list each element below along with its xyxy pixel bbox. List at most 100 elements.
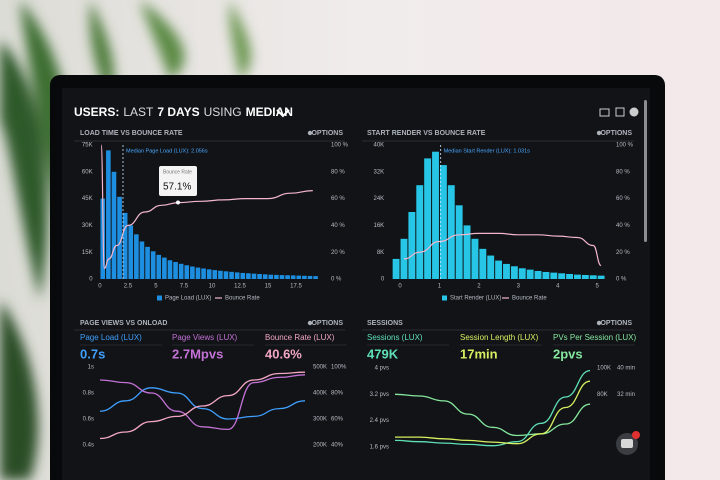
y-tick-label: 80%	[331, 391, 344, 397]
legend-label[interactable]: Bounce Rate	[512, 296, 547, 302]
panel-title: PAGE VIEWS VS ONLOAD	[80, 320, 167, 327]
x-tick-label: 5	[154, 284, 158, 290]
histogram-bar	[542, 271, 550, 279]
histogram-bar	[526, 269, 534, 279]
histogram-bar	[495, 260, 503, 279]
options-button[interactable]: OPTIONS	[600, 320, 632, 327]
y-tick-label: 20 %	[331, 250, 345, 256]
tooltip-point	[176, 200, 180, 205]
y-tick-label: 60%	[331, 417, 344, 423]
median-label: Median Start Render (LUX): 1.031s	[444, 148, 530, 154]
histogram-bar	[262, 274, 268, 279]
histogram-bar	[139, 241, 145, 279]
histogram-bar	[285, 275, 290, 279]
histogram-bar	[597, 275, 605, 279]
icon-image[interactable]	[615, 107, 625, 117]
y-tick-label: 400K	[313, 391, 327, 397]
histogram-bar	[195, 267, 201, 279]
options-button[interactable]: OPTIONS	[311, 130, 343, 137]
histogram-bar	[296, 275, 302, 279]
legend-label[interactable]: Bounce Rate	[225, 296, 260, 302]
y-tick-label: 300K	[313, 417, 327, 423]
tooltip-value: 57.1%	[163, 182, 191, 193]
x-tick-label: 15	[265, 284, 272, 290]
options-button[interactable]: OPTIONS	[600, 130, 632, 137]
tooltip-title: Bounce Rate	[163, 169, 192, 175]
histogram-bar	[307, 275, 313, 279]
options-icon[interactable]	[307, 130, 313, 136]
metric-label: PVs Per Session (LUX)	[553, 333, 636, 342]
histogram-bar	[581, 274, 589, 279]
histogram-bar	[178, 263, 184, 279]
panel-title: LOAD TIME VS BOUNCE RATE	[80, 130, 183, 137]
histogram-bar	[201, 268, 206, 279]
legend-swatch	[157, 295, 162, 301]
y-tick-label: 60K	[82, 169, 93, 175]
y-tick-label: 60 %	[616, 196, 630, 202]
y-tick-label: 200K	[313, 443, 327, 449]
series-line	[394, 369, 591, 447]
y-tick-label: 0	[89, 277, 93, 283]
histogram-bar	[156, 254, 162, 279]
y-tick-label: 100 %	[331, 143, 349, 149]
icon-monitor[interactable]	[599, 108, 610, 117]
metric-value: 0.7s	[80, 346, 105, 361]
y-tick-label: 20 %	[616, 250, 630, 256]
histogram-bar	[206, 269, 212, 279]
y-tick-label: 80 %	[331, 169, 345, 175]
y-tick-label: 0.4s	[83, 443, 94, 449]
x-tick-label: 5	[595, 284, 599, 290]
histogram-bar	[471, 238, 479, 279]
title-part: USING	[204, 105, 242, 119]
histogram-bar	[268, 274, 274, 279]
y-tick-label: 60 %	[331, 196, 345, 202]
options-icon[interactable]	[307, 320, 313, 326]
legend-label[interactable]: Page Load (LUX)	[165, 296, 211, 302]
metric-label: Page Load (LUX)	[80, 333, 142, 342]
metric-value: 479K	[367, 346, 399, 361]
legend-label[interactable]: Start Render (LUX)	[450, 296, 501, 302]
histogram-bar	[510, 266, 518, 279]
histogram-bar	[290, 275, 296, 279]
header-title: USERS: LAST 7 DAYS USING MEDIAN	[74, 105, 293, 119]
icon-help[interactable]	[629, 107, 639, 117]
histogram-bar	[173, 262, 178, 279]
metric-value: 2pvs	[553, 346, 583, 361]
histogram-bar	[240, 272, 246, 279]
series-line	[99, 371, 306, 440]
histogram-bar	[432, 151, 439, 279]
x-tick-label: 1	[438, 284, 442, 290]
y-tick-label: 15K	[82, 250, 93, 256]
x-tick-label: 0	[398, 284, 402, 290]
y-tick-label: 0 %	[616, 277, 627, 283]
scrollbar[interactable]	[644, 100, 647, 242]
histogram-bar	[246, 273, 251, 279]
options-icon[interactable]	[596, 130, 602, 136]
y-tick-label: 2.4 pvs	[370, 418, 389, 424]
x-tick-label: 12.5	[234, 284, 246, 290]
histogram-bar	[518, 268, 526, 279]
options-button[interactable]: OPTIONS	[311, 320, 343, 327]
histogram-bar	[447, 185, 455, 279]
series-line	[99, 387, 306, 420]
histogram-bar	[313, 276, 318, 279]
y-tick-label: 1s	[88, 365, 94, 371]
title-part: LAST	[123, 105, 154, 119]
histogram-bar	[400, 238, 408, 279]
histogram-bar	[589, 275, 597, 279]
histogram-bar	[274, 274, 279, 279]
x-tick-label: 2.5	[124, 284, 133, 290]
histogram-bar	[190, 266, 195, 279]
histogram-bar	[122, 212, 128, 279]
dropdown-chevron[interactable]	[276, 109, 290, 118]
histogram-bar	[439, 165, 447, 279]
y-tick-label: 80 %	[616, 169, 630, 175]
series-line	[394, 393, 591, 437]
histogram-bar	[218, 270, 223, 279]
histogram-bar	[574, 274, 581, 279]
histogram-bar	[223, 271, 229, 279]
y-tick-label: 0	[381, 277, 385, 283]
options-icon[interactable]	[596, 320, 602, 326]
x-tick-label: 2	[477, 284, 481, 290]
y-tick-label: 4 pvs	[375, 366, 389, 372]
